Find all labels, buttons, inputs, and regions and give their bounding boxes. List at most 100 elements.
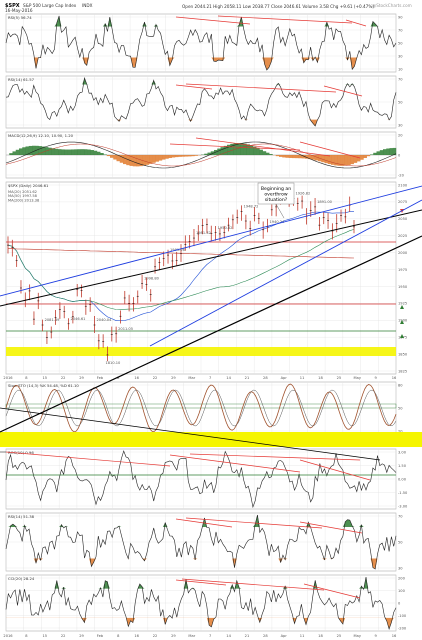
- trendline: [189, 453, 361, 461]
- x-tick-label: 8: [25, 634, 28, 638]
- overlay: [0, 185, 422, 461]
- macd-bar: [266, 152, 270, 155]
- oscillator-line: [5, 514, 397, 570]
- x-tick-label: 29: [171, 376, 176, 380]
- x-tick-label: 18: [318, 634, 323, 638]
- tick-label: -200: [398, 626, 407, 630]
- price-label: 1950.82: [218, 226, 233, 230]
- macd-bar: [87, 149, 91, 155]
- support-band: [6, 347, 396, 356]
- macd-bar: [207, 152, 211, 155]
- tick-label: 70: [398, 514, 403, 518]
- macd-bar: [253, 146, 257, 155]
- macd-bar: [340, 155, 345, 166]
- tick-label: 30: [398, 123, 403, 127]
- x-tick-label: Apr: [281, 376, 288, 380]
- tick-label: 10: [398, 67, 403, 71]
- macd-bar: [386, 148, 390, 155]
- x-tick-label: 8: [25, 376, 28, 380]
- price-label: 2011.05: [118, 327, 133, 331]
- trendline: [217, 15, 353, 24]
- trendline: [181, 578, 325, 591]
- long-trendline: [0, 407, 381, 461]
- date-label: 16-May-2016: [5, 8, 33, 13]
- tick-label: 20: [398, 133, 403, 137]
- tick-label: 70: [398, 77, 403, 81]
- macd-bar: [106, 155, 111, 157]
- x-tick-label: Mar: [188, 376, 195, 380]
- macd-bar: [262, 151, 267, 155]
- tick-label: 50: [398, 406, 403, 410]
- tick-label: 2025: [398, 234, 407, 238]
- macd-bar: [136, 155, 140, 167]
- macd-bar: [327, 155, 332, 165]
- macd-bar: [298, 155, 302, 159]
- legend-entry: MA(200) 2013.38: [8, 198, 40, 202]
- x-tick-label: 21: [245, 376, 250, 380]
- price-label: 1948.72: [244, 205, 259, 209]
- macd-bar: [210, 151, 215, 155]
- tick-label: 1975: [398, 268, 407, 272]
- trendline: [323, 85, 363, 97]
- macd-bar: [175, 155, 179, 158]
- price-label: 2040.04: [97, 318, 113, 322]
- panel-stoch: 80 50 20 Slow STO (14,3) %K 54.48, %D 61.10: [5, 381, 403, 435]
- x-tick-label: 15: [42, 376, 47, 380]
- x-tick-label: Mar: [188, 634, 195, 638]
- macd-bar: [19, 148, 23, 155]
- tick-label: 2050: [398, 217, 408, 221]
- macd-bar: [139, 155, 143, 167]
- macd-bar: [259, 149, 263, 155]
- macd-bar: [64, 149, 68, 155]
- oscillator-line: [5, 450, 397, 509]
- trendline: [345, 19, 367, 27]
- tick-label: 0.00: [398, 477, 407, 481]
- stoch-d: [5, 389, 397, 427]
- annotation-line: overthrow: [264, 192, 288, 198]
- macd-bar: [12, 151, 16, 155]
- stoch-k: [5, 383, 397, 433]
- tick-label: 20: [398, 429, 403, 433]
- price-label: 1981.32: [196, 231, 211, 235]
- macd-bar: [132, 155, 137, 167]
- x-tick-label: 29: [79, 376, 84, 380]
- macd-bar: [376, 151, 380, 155]
- x-tick-label: 16: [134, 634, 139, 638]
- macd-bar: [357, 155, 361, 162]
- panel-cci: 200 100 0 -100 -200 CCI(20) 28.24: [5, 574, 407, 632]
- tick-label: 50: [398, 540, 403, 544]
- annotation-pointer: [275, 203, 285, 219]
- exchange-label: INDX: [82, 3, 93, 8]
- macd-bar: [35, 145, 39, 155]
- macd-bar: [366, 155, 371, 157]
- macd-bar: [188, 155, 192, 157]
- price-label: 1891.00: [317, 200, 333, 204]
- macd-bar: [97, 151, 101, 155]
- macd-bar: [116, 155, 120, 162]
- oscillator-line: [5, 76, 397, 127]
- tick-label: 0: [398, 601, 401, 605]
- macd-bar: [93, 150, 98, 155]
- x-tick-label: 18: [318, 376, 323, 380]
- macd-bar: [275, 155, 280, 157]
- panel-label: RSI(14) 51.38: [8, 514, 35, 519]
- symbol-label: $SPX: [5, 3, 20, 9]
- macd-bar: [347, 155, 351, 166]
- trendline: [169, 454, 301, 473]
- tick-label: 2000: [398, 251, 408, 255]
- macd-bar: [15, 149, 20, 155]
- macd-bar: [360, 155, 364, 160]
- macd-bar: [240, 143, 244, 155]
- tick-label: 1.50: [398, 464, 407, 468]
- tick-label: 1950: [398, 285, 408, 289]
- macd-bar: [184, 155, 189, 157]
- macd-bar: [308, 155, 312, 160]
- price-label: 2081.39: [45, 318, 61, 322]
- quote-line: Open 2044.21 High 2058.11 Low 2038.77 Cl…: [182, 4, 374, 9]
- tick-label: 30: [398, 54, 403, 58]
- long-trendline: [0, 235, 422, 433]
